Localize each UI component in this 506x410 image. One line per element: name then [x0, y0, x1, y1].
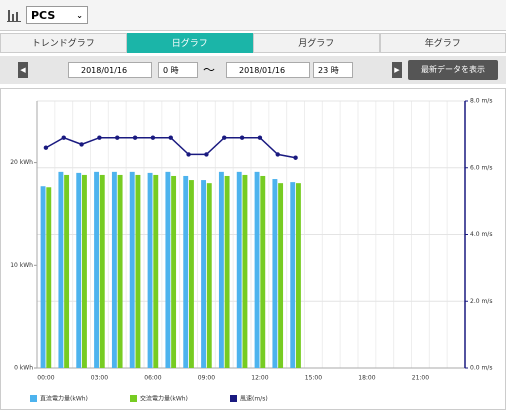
- bar: [76, 172, 82, 368]
- legend-swatch: [30, 395, 37, 402]
- y2-tick-label: 0.0 m/s: [470, 365, 492, 372]
- bar: [99, 174, 105, 368]
- bar: [135, 174, 141, 368]
- x-tick-label: 18:00: [358, 375, 375, 382]
- point: [132, 135, 138, 140]
- end-date[interactable]: 2018/01/16: [226, 62, 310, 78]
- y-tick-label: 10 kWh: [10, 262, 33, 269]
- bar: [290, 182, 296, 368]
- point: [186, 152, 191, 157]
- bar: [129, 171, 135, 368]
- bar: [111, 171, 117, 368]
- point: [43, 145, 49, 150]
- y-tick-label: 20 kWh: [10, 159, 33, 166]
- point: [150, 135, 156, 140]
- tabs: トレンドグラフ 日グラフ 月グラフ 年グラフ: [0, 33, 506, 53]
- bar: [254, 171, 260, 368]
- x-tick-label: 12:00: [251, 375, 268, 382]
- legend-label: 交流電力量(kWh): [140, 395, 188, 403]
- x-tick-label: 09:00: [198, 375, 215, 382]
- point: [79, 142, 84, 147]
- x-tick-label: 21:00: [412, 375, 429, 382]
- tab[interactable]: 年グラフ: [379, 33, 506, 53]
- tab[interactable]: 月グラフ: [253, 33, 380, 53]
- chart-icon: [7, 10, 21, 22]
- point: [275, 152, 280, 157]
- y2-tick-label: 6.0 m/s: [470, 164, 492, 171]
- bar: [94, 171, 100, 368]
- point: [115, 135, 120, 140]
- bar: [64, 174, 70, 368]
- bar: [46, 187, 52, 368]
- bar: [40, 186, 46, 368]
- bar: [165, 171, 171, 368]
- point: [239, 135, 245, 140]
- x-tick-label: 15:00: [305, 375, 322, 382]
- bar: [117, 174, 123, 368]
- chart: 0.0 m/s 2.0 m/s 4.0 m/s 6.0 m/s 8.0 m/s 0 kWh…: [0, 88, 506, 410]
- bar: [171, 175, 177, 368]
- bar: [260, 175, 266, 368]
- bar: [224, 175, 230, 368]
- separator: ～: [203, 63, 216, 77]
- point: [168, 135, 173, 140]
- tab[interactable]: トレンドグラフ: [0, 33, 127, 53]
- y2-tick-label: 4.0 m/s: [470, 231, 492, 238]
- next-button[interactable]: ▶: [392, 62, 402, 78]
- y2-tick-label: 2.0 m/s: [470, 298, 492, 305]
- x-tick-label: 06:00: [144, 375, 161, 382]
- bar: [183, 175, 189, 368]
- legend-swatch: [230, 395, 237, 402]
- bar: [278, 183, 284, 368]
- bar: [58, 171, 64, 368]
- point: [61, 135, 66, 140]
- legend-label: 直流電力量(kWh): [40, 395, 88, 403]
- controls: ◀ 2018/01/16 0 時 ～ 2018/01/16 23 時 ▶ 最新デ…: [0, 56, 506, 84]
- bar: [188, 180, 194, 368]
- bar: [272, 179, 278, 368]
- point: [222, 135, 227, 140]
- y2-tick-label: 8.0 m/s: [470, 98, 492, 105]
- top-bar: PCS ⌄: [0, 0, 506, 31]
- bar: [201, 180, 207, 368]
- bar: [206, 183, 212, 368]
- start-hour[interactable]: 0 時: [158, 62, 198, 78]
- point: [293, 155, 298, 160]
- start-date[interactable]: 2018/01/16: [68, 62, 152, 78]
- bar: [218, 171, 224, 368]
- pcs-select[interactable]: PCS ⌄: [26, 6, 88, 24]
- bar: [147, 172, 153, 368]
- prev-button[interactable]: ◀: [18, 62, 28, 78]
- x-tick-label: 03:00: [91, 375, 108, 382]
- point: [97, 135, 102, 140]
- bar: [295, 183, 301, 368]
- refresh-button[interactable]: 最新データを表示: [408, 60, 498, 80]
- end-hour[interactable]: 23 時: [313, 62, 353, 78]
- tab[interactable]: 日グラフ: [126, 33, 253, 53]
- selector-text: PCS: [31, 9, 56, 22]
- bar: [81, 174, 87, 368]
- legend-label: 風速(m/s): [240, 396, 268, 403]
- bar: [236, 171, 242, 368]
- bar: [242, 174, 248, 368]
- bar: [153, 174, 159, 368]
- point: [204, 152, 209, 157]
- y-tick-label: 0 kWh: [14, 365, 33, 372]
- point: [257, 135, 263, 140]
- legend-swatch: [130, 395, 137, 402]
- x-tick-label: 00:00: [37, 375, 54, 382]
